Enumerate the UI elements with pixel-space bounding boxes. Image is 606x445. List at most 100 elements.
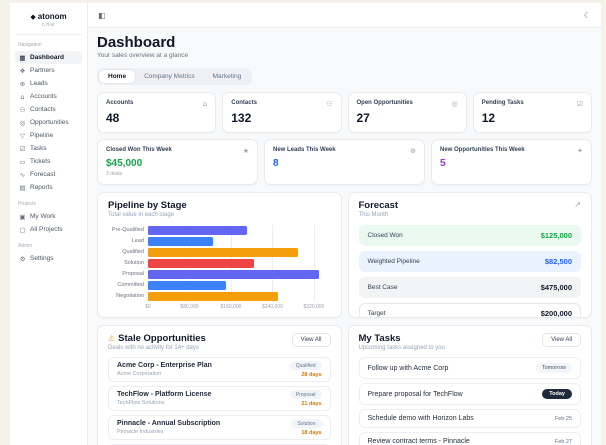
y-axis-label: Lead — [131, 238, 144, 245]
sidebar-item-reports[interactable]: ▤ Reports — [19, 183, 53, 192]
topbar: ◧ ☾ — [88, 3, 601, 28]
clipboard-icon: ☑ — [576, 100, 583, 109]
week-stats-row: Closed Won This Week ★ $45,000 3 deals N… — [97, 139, 592, 186]
tab-home[interactable]: Home — [99, 70, 136, 84]
nav-section-admin: Admin — [18, 243, 33, 249]
stale-view-all-button[interactable]: View All — [291, 333, 331, 348]
kpi-card-open-opportunities: Open Opportunities ◎ 27 — [347, 92, 467, 134]
task-item-contract-pinnacle[interactable]: Review contract terms - Pinnacle Feb 27 — [358, 432, 581, 445]
dashboard-content: Dashboard Your sales overview at a glanc… — [88, 28, 601, 445]
task-item-demo-horizon[interactable]: Schedule demo with Horizon Labs Feb 25 — [358, 409, 581, 429]
sidebar-item-leads[interactable]: ⊕ Leads — [19, 79, 48, 88]
stale-days: 18 days — [301, 430, 322, 437]
tab-company-metrics[interactable]: Company Metrics — [144, 73, 195, 81]
forecast-panel: Forecast This Month ↗ Closed Won $125,00… — [347, 192, 592, 319]
stale-days: 28 days — [301, 372, 322, 379]
funnel-icon: ▽ — [20, 131, 25, 140]
stale-item-acme[interactable]: Acme Corp - Enterprise Plan Acme Corpora… — [108, 357, 331, 383]
page-title: Dashboard — [97, 34, 176, 51]
sidebar-item-tickets[interactable]: ▭ Tickets — [19, 157, 51, 166]
bottom-row: ⚠ Stale Opportunities Deals with no acti… — [97, 325, 592, 445]
sidebar-item-contacts[interactable]: ⚇ Contacts — [19, 105, 56, 114]
kpi-value-open-opportunities: 27 — [356, 111, 370, 126]
sidebar-item-all-projects[interactable]: ▢ All Projects — [19, 225, 63, 234]
forecast-row-closed-won: Closed Won $125,000 — [358, 225, 581, 247]
bar-row — [148, 269, 331, 280]
sidebar-item-pipeline[interactable]: ▽ Pipeline — [20, 131, 54, 140]
task-item-follow-up-acme[interactable]: Follow up with Acme Corp Tomorrow — [358, 357, 581, 380]
kpi-value-contacts: 132 — [231, 111, 252, 126]
brand-tagline: CRM — [41, 22, 56, 27]
sidebar-item-my-work[interactable]: ▣ My Work — [19, 212, 56, 221]
chart-title: Pipeline by Stage — [108, 200, 187, 212]
sidebar-item-tasks[interactable]: ☑ Tasks — [19, 144, 47, 153]
sidebar-item-dashboard[interactable]: ▦ Dashboard — [15, 51, 82, 64]
sidebar-item-opportunities[interactable]: ◎ Opportunities — [19, 118, 69, 127]
sidebar-item-forecast[interactable]: ∿ Forecast — [19, 170, 56, 179]
stage-badge: Qualified — [289, 361, 322, 371]
gridline — [313, 225, 315, 303]
trophy-icon: ★ — [242, 147, 249, 156]
user-plus-icon: ⊕ — [19, 79, 26, 88]
nav-section-projects: Projects — [18, 201, 37, 207]
tab-marketing[interactable]: Marketing — [212, 73, 242, 81]
bar-qualified — [148, 248, 299, 258]
main-area: ◧ ☾ Dashboard Your sales overview at a g… — [88, 3, 601, 445]
y-axis-label: Committed — [117, 282, 144, 289]
tasks-view-all-button[interactable]: View All — [542, 333, 581, 348]
brand: ◆ atonom CRM — [15, 9, 82, 35]
stat-card-new-leads-week: New Leads This Week ⊕ 8 — [264, 139, 425, 186]
theme-toggle-icon[interactable]: ☾ — [583, 10, 591, 20]
stat-sub-closed-won: 3 deals — [106, 171, 123, 178]
y-axis-label: Negotiation — [116, 293, 144, 300]
x-axis-tick: $320,000 — [303, 304, 325, 311]
sidebar-item-settings[interactable]: ⚙ Settings — [19, 254, 54, 263]
sidebar-item-accounts[interactable]: ⌂ Accounts — [20, 92, 57, 101]
dashboard-tabs: Home Company Metrics Marketing — [97, 68, 253, 86]
bar-row — [148, 280, 331, 291]
task-due-badge: Tomorrow — [535, 363, 572, 374]
bar-row — [148, 225, 331, 236]
forecast-title: Forecast — [358, 200, 399, 212]
folder-icon: ▢ — [19, 225, 26, 234]
y-axis-label: Proposal — [122, 271, 144, 278]
document-icon: ▤ — [19, 183, 26, 192]
warning-icon: ⚠ — [108, 334, 116, 344]
mid-row: Pipeline by Stage Total value in each st… — [97, 192, 592, 319]
users-icon: ⚇ — [19, 105, 26, 114]
kpi-card-pending-tasks: Pending Tasks ☑ 12 — [472, 92, 592, 134]
target-icon: ◎ — [451, 100, 458, 109]
tasks-subtitle: Upcoming tasks assigned to you — [358, 345, 445, 352]
task-item-proposal-techflow[interactable]: Prepare proposal for TechFlow Today — [358, 383, 581, 406]
tasks-title: My Tasks — [358, 333, 401, 345]
brand-name: atonom — [37, 12, 67, 21]
sparkle-icon: ✦ — [577, 147, 583, 156]
forecast-row-best-case: Best Case $475,000 — [358, 277, 581, 299]
brand-logo-icon: ◆ — [30, 12, 36, 21]
bar-lead — [148, 237, 213, 247]
trend-up-icon: ↗ — [574, 200, 581, 210]
nav-section-navigation: Navigation — [18, 42, 42, 48]
bar-row — [148, 291, 331, 302]
my-tasks-panel: My Tasks Upcoming tasks assigned to you … — [347, 325, 592, 445]
y-axis-label: Pre-Qualified — [111, 227, 144, 234]
stale-item-pinnacle[interactable]: Pinnacle - Annual Subscription Pinnacle … — [108, 415, 331, 441]
building-icon: ⌂ — [20, 92, 25, 101]
stage-badge: Proposal — [289, 390, 322, 400]
sidebar-item-partners[interactable]: ❖ Partners — [19, 66, 55, 75]
stale-item-techflow[interactable]: TechFlow - Platform License TechFlow Sol… — [108, 386, 331, 412]
app-window: ◆ atonom CRM Navigation ▦ Dashboard ❖ Pa… — [10, 3, 601, 445]
bar-row — [148, 247, 331, 258]
checkbox-icon: ☑ — [19, 144, 26, 153]
sidebar-toggle-icon[interactable]: ◧ — [98, 10, 106, 20]
task-due-badge: Today — [542, 389, 572, 400]
y-axis-label: Qualified — [122, 249, 144, 256]
gridline — [272, 225, 274, 303]
x-axis-tick: $80,000 — [180, 304, 199, 311]
forecast-row-target: Target $200,000 — [358, 303, 581, 318]
briefcase-icon: ▣ — [19, 212, 26, 221]
user-plus-icon: ⊕ — [410, 147, 416, 156]
bar-solution — [148, 259, 255, 269]
forecast-subtitle: This Month — [358, 212, 389, 219]
kpi-card-contacts: Contacts ⚇ 132 — [222, 92, 342, 134]
